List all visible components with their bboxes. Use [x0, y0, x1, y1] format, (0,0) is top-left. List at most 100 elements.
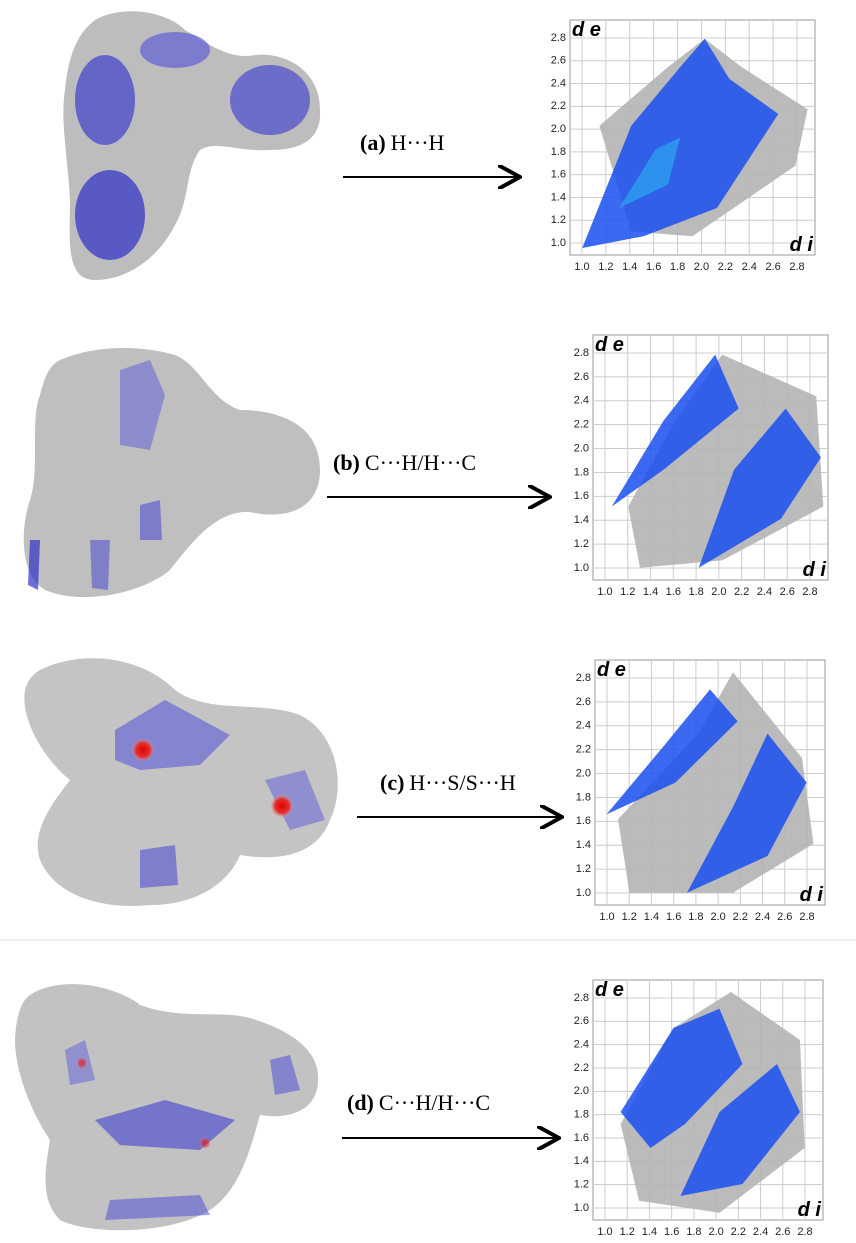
x-tick-label: 2.4 [742, 261, 757, 273]
panel-label: (c) [380, 770, 404, 795]
y-axis-title: d e [572, 19, 601, 41]
y-tick-label: 1.0 [574, 1202, 589, 1214]
y-tick-label: 1.2 [574, 538, 589, 550]
y-tick-label: 1.4 [551, 191, 566, 203]
panel-caption: (a)H···H [360, 130, 445, 155]
x-tick-label: 1.0 [599, 911, 614, 923]
x-tick-label: 1.6 [646, 261, 661, 273]
x-tick-label: 2.6 [775, 1226, 790, 1238]
x-tick-label: 2.8 [789, 261, 804, 273]
y-tick-label: 1.4 [576, 839, 591, 851]
surface-c [24, 658, 337, 906]
y-tick-label: 1.8 [576, 791, 591, 803]
x-tick-label: 1.8 [686, 1226, 701, 1238]
y-tick-label: 2.8 [551, 32, 566, 44]
x-tick-label: 2.2 [731, 1226, 746, 1238]
surface-b [24, 348, 320, 597]
y-tick-label: 1.0 [576, 887, 591, 899]
x-axis-title: d i [800, 884, 824, 906]
y-tick-label: 2.2 [576, 744, 591, 756]
y-axis-title: d e [597, 659, 626, 681]
panel-label: (a) [360, 130, 386, 155]
x-tick-label: 1.8 [688, 586, 703, 598]
y-tick-label: 2.4 [576, 720, 591, 732]
y-tick-label: 2.0 [574, 442, 589, 454]
x-tick-label: 1.2 [620, 1226, 635, 1238]
x-tick-label: 1.6 [666, 911, 681, 923]
y-tick-label: 1.6 [576, 815, 591, 827]
panel-label: (d) [347, 1090, 374, 1115]
surface-d [15, 984, 318, 1230]
y-tick-label: 2.0 [574, 1085, 589, 1097]
y-tick-label: 1.8 [574, 466, 589, 478]
x-tick-label: 1.2 [598, 261, 613, 273]
x-tick-label: 2.2 [733, 911, 748, 923]
x-tick-label: 2.8 [802, 586, 817, 598]
y-tick-label: 1.0 [574, 562, 589, 574]
interaction: C···H/H···C [365, 450, 476, 475]
y-tick-label: 2.6 [576, 696, 591, 708]
interaction: H···S/S···H [409, 770, 515, 795]
y-tick-label: 2.8 [574, 347, 589, 359]
x-tick-label: 1.4 [622, 261, 637, 273]
y-tick-label: 1.2 [576, 863, 591, 875]
x-tick-label: 2.4 [757, 586, 772, 598]
x-tick-label: 2.4 [755, 911, 770, 923]
y-tick-label: 2.4 [574, 395, 589, 407]
x-tick-label: 2.8 [799, 911, 814, 923]
x-tick-label: 2.0 [694, 261, 709, 273]
y-tick-label: 1.8 [574, 1109, 589, 1121]
x-tick-label: 1.4 [644, 911, 659, 923]
y-tick-label: 1.2 [551, 214, 566, 226]
y-tick-label: 1.2 [574, 1179, 589, 1191]
panel-caption: (c)H···S/S···H [380, 770, 516, 795]
x-tick-label: 1.0 [574, 261, 589, 273]
y-tick-label: 2.6 [551, 55, 566, 67]
x-tick-label: 1.8 [688, 911, 703, 923]
y-tick-label: 1.0 [551, 237, 566, 249]
x-tick-label: 2.0 [710, 911, 725, 923]
x-tick-label: 1.4 [643, 586, 658, 598]
x-tick-label: 1.2 [622, 911, 637, 923]
x-axis-title: d i [790, 234, 814, 256]
y-tick-label: 1.4 [574, 514, 589, 526]
x-tick-label: 1.4 [642, 1226, 657, 1238]
interaction: H···H [391, 130, 445, 155]
x-tick-label: 2.6 [777, 911, 792, 923]
x-tick-label: 2.8 [797, 1226, 812, 1238]
panel-caption: (b)C···H/H···C [333, 450, 476, 475]
x-tick-label: 1.0 [597, 1226, 612, 1238]
y-tick-label: 2.2 [574, 419, 589, 431]
y-tick-label: 2.0 [551, 123, 566, 135]
y-tick-label: 2.0 [576, 767, 591, 779]
panel-label: (b) [333, 450, 360, 475]
y-tick-label: 2.4 [574, 1039, 589, 1051]
y-axis-title: d e [595, 979, 624, 1001]
x-tick-label: 2.6 [780, 586, 795, 598]
y-tick-label: 2.6 [574, 1015, 589, 1027]
interaction: C···H/H···C [379, 1090, 490, 1115]
figure: (a)H···H 1.0 1.2 1.4 1.6 1.8 2.0 2.2 2.4 2.6 2.8 1.… [0, 0, 856, 1243]
y-axis-title: d e [595, 334, 624, 356]
x-tick-label: 1.6 [664, 1226, 679, 1238]
x-tick-label: 2.2 [718, 261, 733, 273]
x-axis-title: d i [798, 1199, 822, 1221]
y-tick-label: 2.2 [551, 100, 566, 112]
panel-caption: (d)C···H/H···C [347, 1090, 490, 1115]
x-tick-label: 2.0 [711, 586, 726, 598]
x-tick-label: 2.0 [708, 1226, 723, 1238]
x-tick-label: 2.4 [753, 1226, 768, 1238]
y-tick-label: 2.2 [574, 1062, 589, 1074]
y-tick-label: 2.6 [574, 371, 589, 383]
y-tick-label: 1.6 [551, 169, 566, 181]
x-tick-label: 2.6 [765, 261, 780, 273]
x-tick-label: 1.0 [597, 586, 612, 598]
y-tick-label: 2.8 [574, 992, 589, 1004]
y-tick-label: 1.8 [551, 146, 566, 158]
x-tick-label: 1.2 [620, 586, 635, 598]
y-tick-label: 1.6 [574, 490, 589, 502]
x-tick-label: 2.2 [734, 586, 749, 598]
x-tick-label: 1.6 [666, 586, 681, 598]
y-tick-label: 1.4 [574, 1155, 589, 1167]
y-tick-label: 1.6 [574, 1132, 589, 1144]
